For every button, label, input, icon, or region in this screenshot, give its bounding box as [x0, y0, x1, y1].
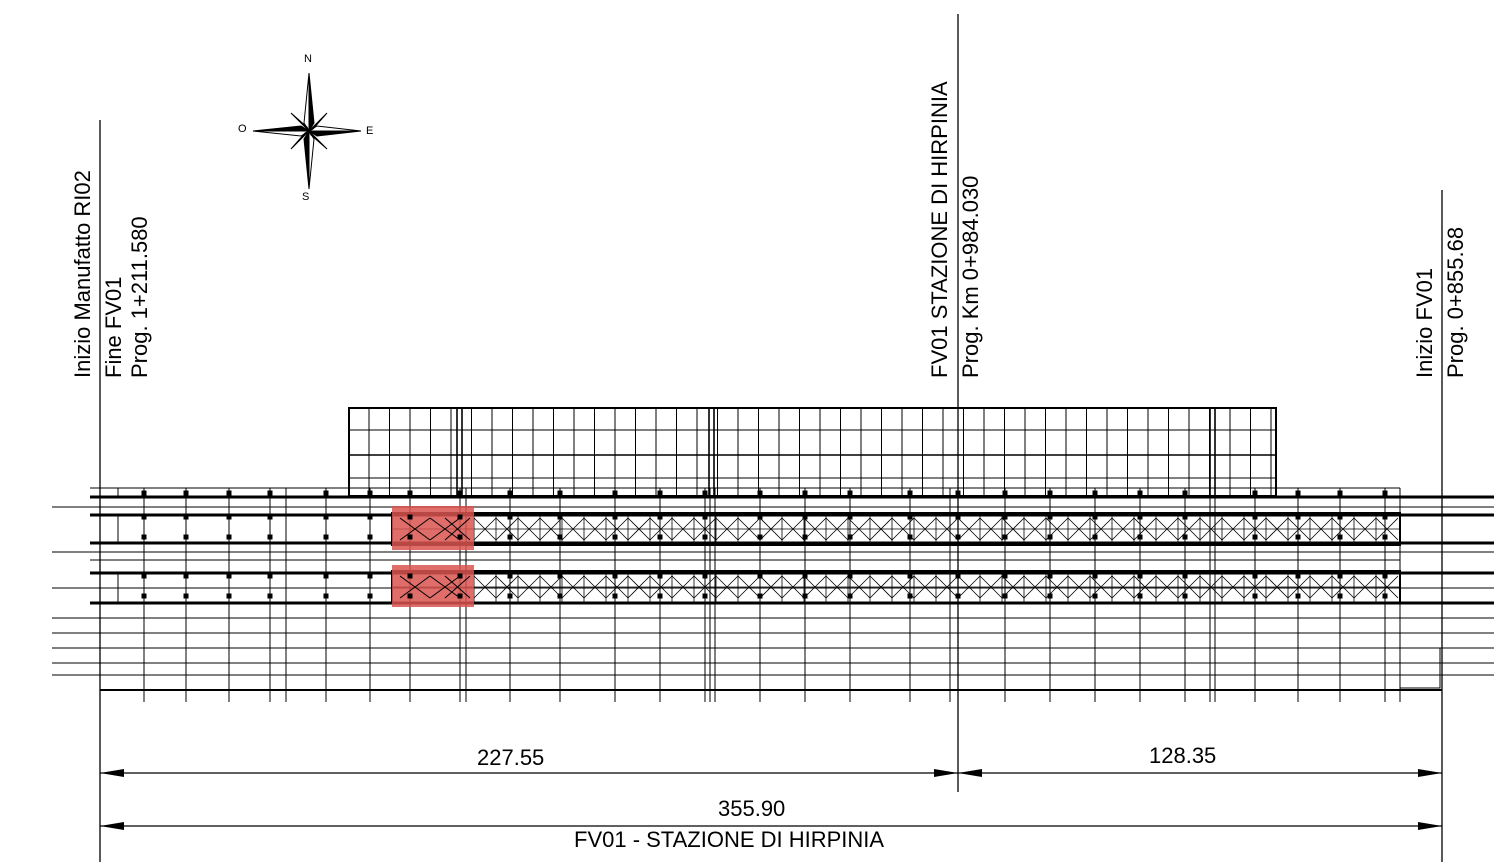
- label-prog-right: Prog. 0+855.68: [1443, 226, 1468, 378]
- track-lines: [52, 487, 1494, 691]
- label-fine-fv01: Fine FV01: [101, 276, 126, 379]
- platform-canopy-lower: [391, 570, 1401, 604]
- dimension-arrows: [100, 769, 1442, 830]
- bottom-ticks: [143, 690, 1401, 702]
- label-prog-left: Prog. 1+211.580: [127, 216, 152, 378]
- column-markers: [141, 490, 1388, 599]
- dimension-lines: [100, 772, 1442, 827]
- station-building: [348, 407, 1277, 497]
- dimension-left-value: 227.55: [477, 745, 545, 770]
- compass-rose-icon: [252, 72, 362, 190]
- compass-east-label: E: [366, 125, 374, 137]
- platform-canopy-upper: [391, 512, 1401, 546]
- highlight-lattice: [399, 517, 471, 599]
- structural-grid: [143, 488, 1401, 690]
- highlight-zones: [392, 506, 474, 607]
- label-inizio-manufatto: Inizio Manufatto RI02: [70, 170, 95, 378]
- reference-lines: [99, 14, 1443, 862]
- compass-south-label: S: [302, 191, 310, 203]
- dimension-right-value: 128.35: [1149, 743, 1217, 768]
- label-inizio-fv01: Inizio FV01: [1412, 267, 1437, 378]
- compass-north-label: N: [304, 53, 312, 65]
- dimension-total-value: 355.90: [718, 796, 786, 821]
- dimension-caption: FV01 - STAZIONE DI HIRPINIA: [574, 827, 885, 852]
- label-prog-center: Prog. Km 0+984.030: [958, 175, 983, 378]
- label-stazione: FV01 STAZIONE DI HIRPINIA: [927, 81, 952, 378]
- compass-west-label: O: [238, 123, 247, 135]
